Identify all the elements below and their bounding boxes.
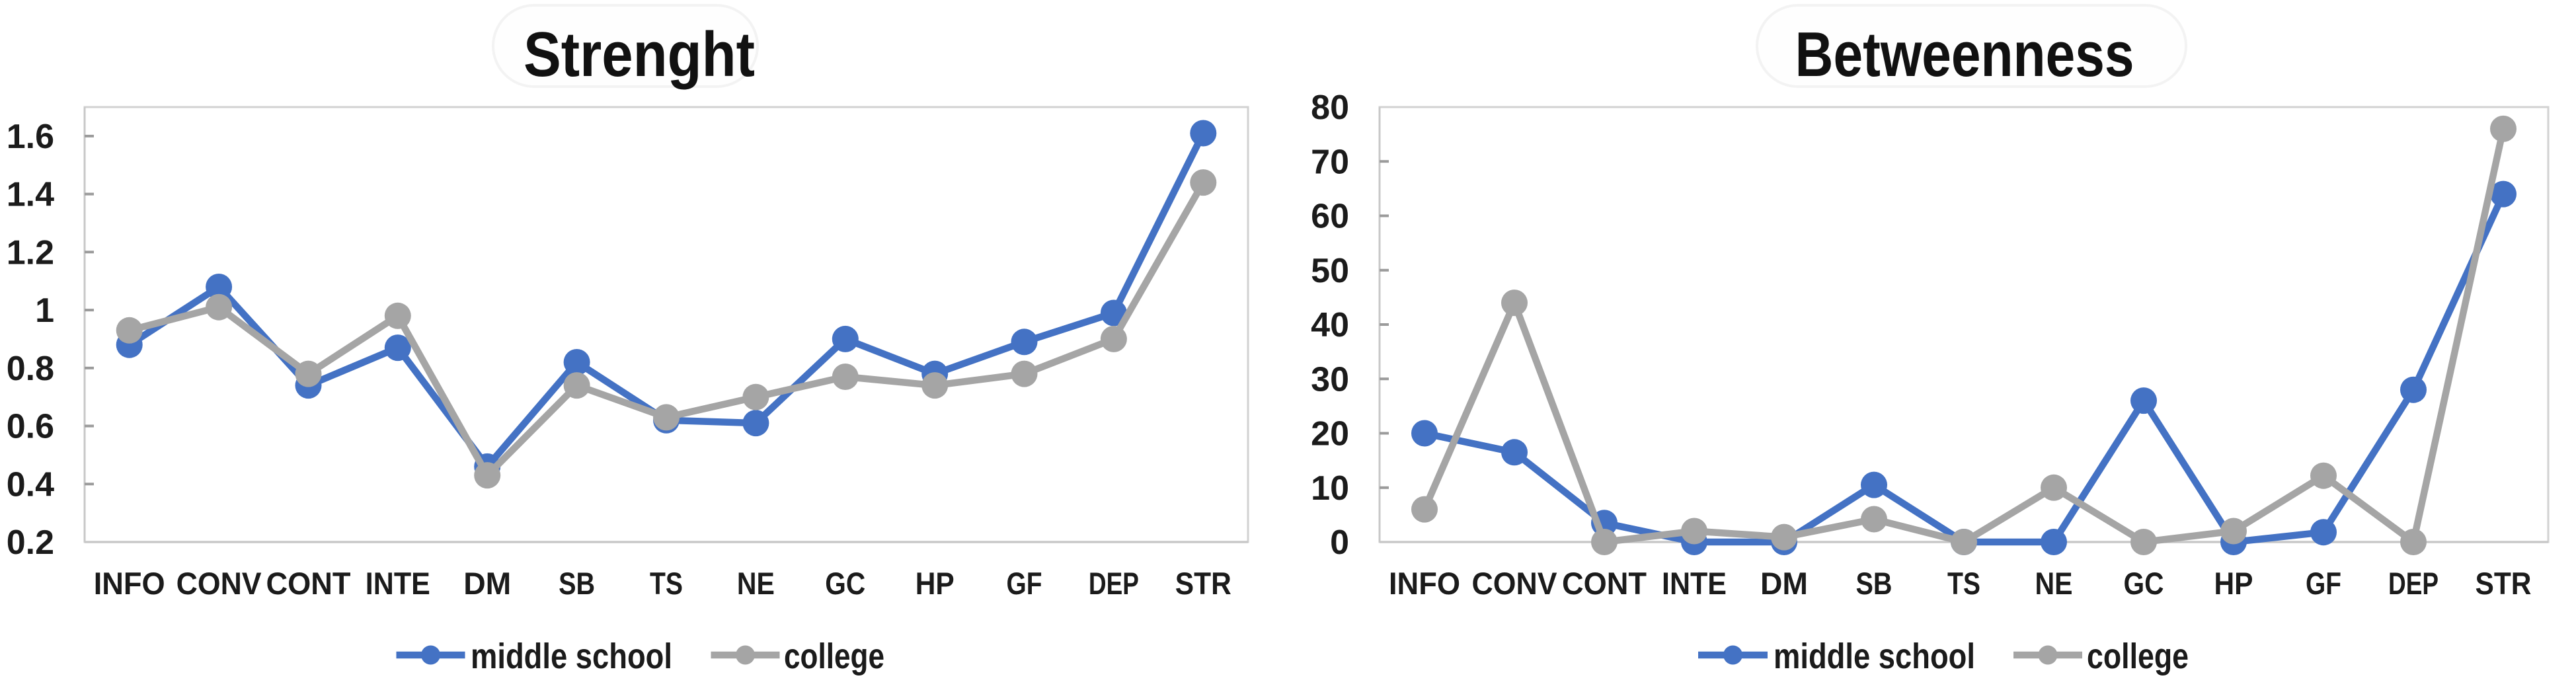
svg-text:CONV: CONV — [176, 566, 262, 601]
svg-text:GC: GC — [2124, 566, 2164, 601]
svg-text:1.4: 1.4 — [7, 176, 54, 214]
svg-text:0.2: 0.2 — [7, 523, 54, 562]
svg-text:college: college — [2087, 637, 2189, 676]
svg-text:middle school: middle school — [1774, 637, 1975, 676]
svg-text:DEP: DEP — [1089, 566, 1139, 601]
svg-text:HP: HP — [2214, 566, 2253, 601]
svg-text:STR: STR — [1175, 566, 1231, 601]
svg-text:middle school: middle school — [471, 637, 672, 676]
svg-text:1.2: 1.2 — [7, 233, 54, 272]
svg-text:TS: TS — [650, 566, 683, 601]
svg-text:SB: SB — [559, 566, 595, 601]
svg-text:INTE: INTE — [366, 566, 430, 601]
svg-text:Strenght: Strenght — [524, 19, 755, 90]
svg-text:INFO: INFO — [1389, 566, 1460, 601]
svg-text:Betweenness: Betweenness — [1795, 19, 2134, 90]
svg-text:GF: GF — [2306, 566, 2341, 601]
svg-text:CONT: CONT — [1562, 566, 1647, 601]
svg-text:INTE: INTE — [1662, 566, 1727, 601]
svg-text:CONT: CONT — [266, 566, 351, 601]
svg-text:STR: STR — [2476, 566, 2532, 601]
svg-text:50: 50 — [1311, 252, 1349, 290]
svg-text:INFO: INFO — [94, 566, 165, 601]
svg-text:DM: DM — [463, 566, 511, 601]
svg-text:GF: GF — [1007, 566, 1042, 601]
svg-text:20: 20 — [1311, 415, 1349, 453]
svg-text:30: 30 — [1311, 360, 1349, 399]
svg-text:SB: SB — [1856, 566, 1893, 601]
svg-text:1.6: 1.6 — [7, 118, 54, 156]
svg-text:NE: NE — [737, 566, 775, 601]
svg-text:NE: NE — [2035, 566, 2073, 601]
svg-text:CONV: CONV — [1472, 566, 1558, 601]
svg-text:TS: TS — [1947, 566, 1980, 601]
svg-text:10: 10 — [1311, 469, 1349, 508]
svg-text:college: college — [784, 637, 884, 676]
svg-text:80: 80 — [1311, 89, 1349, 127]
svg-text:0.4: 0.4 — [7, 465, 54, 504]
svg-text:40: 40 — [1311, 306, 1349, 344]
svg-text:70: 70 — [1311, 143, 1349, 181]
svg-text:60: 60 — [1311, 198, 1349, 236]
svg-text:0.8: 0.8 — [7, 350, 54, 388]
svg-text:0: 0 — [1330, 523, 1349, 562]
svg-text:GC: GC — [825, 566, 865, 601]
svg-text:HP: HP — [916, 566, 955, 601]
svg-text:1: 1 — [35, 291, 54, 330]
svg-text:0.6: 0.6 — [7, 408, 54, 446]
svg-text:DM: DM — [1760, 566, 1808, 601]
svg-text:DEP: DEP — [2388, 566, 2439, 601]
